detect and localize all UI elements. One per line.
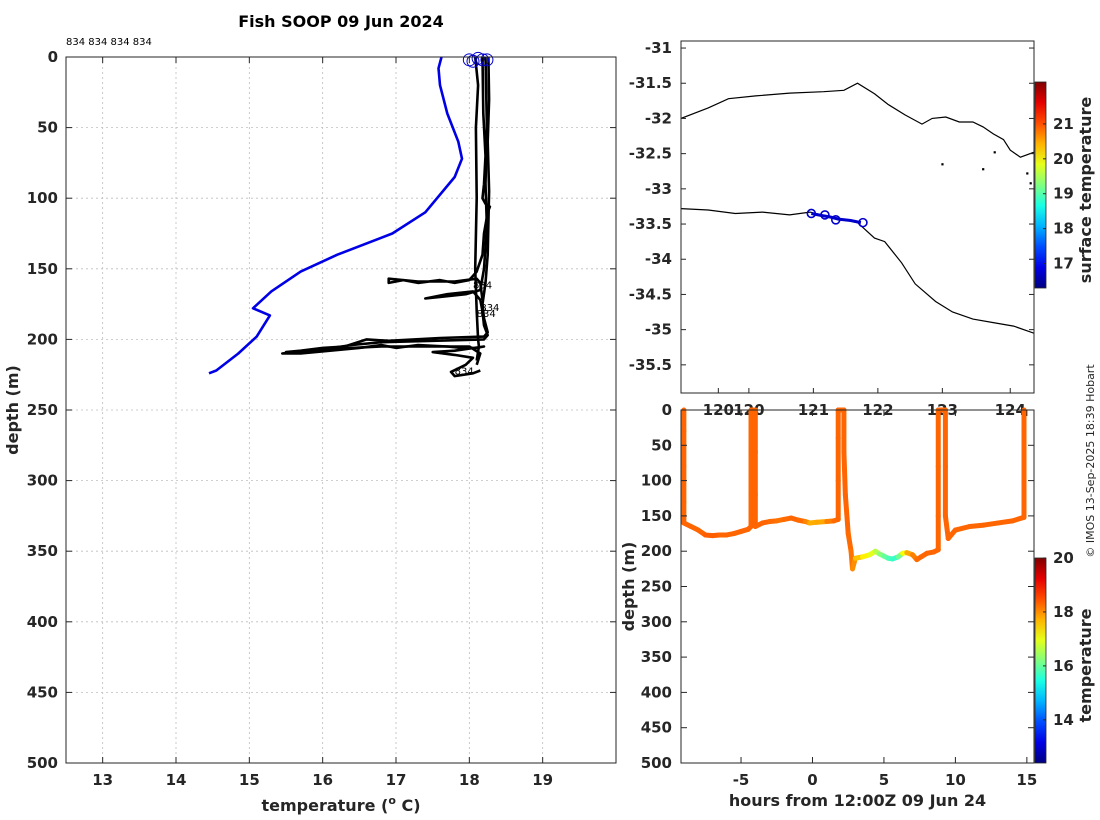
map-y-tick-label: -34.5 [629, 285, 672, 303]
ts-y-tick-label: 250 [641, 578, 672, 596]
ts-y-tick-label: 50 [651, 436, 672, 454]
x-tick-label: 17 [386, 771, 407, 789]
y-tick-label: 400 [27, 613, 58, 631]
profile-annotation: 834 [455, 367, 474, 378]
map-y-tick-label: -31 [645, 39, 672, 57]
profile-y-axis-label: depth (m) [3, 365, 22, 455]
x-tick-label: 13 [92, 771, 113, 789]
ts-y-tick-label: 300 [641, 613, 672, 631]
island [1026, 172, 1029, 175]
coastline-south [681, 208, 1034, 334]
colorbar-tick-label: 14 [1053, 711, 1074, 729]
profile-top-label: 834 834 834 834 [66, 37, 152, 48]
temperature-track-segment [942, 513, 951, 541]
surface-marker [480, 53, 494, 67]
map-y-tick-label: -32 [645, 109, 672, 127]
track-marker [858, 217, 868, 228]
profile-x-axis-label: temperature (o C) [261, 794, 420, 815]
ts-y-tick-label: 350 [641, 648, 672, 666]
island [993, 151, 996, 154]
island [941, 163, 944, 166]
colorbar-tick-label: 18 [1053, 603, 1074, 621]
temperature-track-segment [841, 449, 848, 498]
y-tick-label: 250 [27, 401, 58, 419]
x-tick-label: 19 [532, 771, 553, 789]
track-marker [820, 210, 830, 220]
temperature-track-segment [845, 531, 854, 554]
profile-annotation: 834 [480, 303, 499, 314]
y-tick-label: 50 [37, 119, 58, 137]
profile-line [387, 56, 492, 301]
colorbar-tick-label: 17 [1053, 255, 1074, 273]
ts-x-tick-label: 5 [879, 771, 889, 789]
map-y-tick-label: -33 [645, 180, 672, 198]
profile-annotation: 834 [477, 309, 496, 320]
map-y-tick-label: -34 [645, 250, 672, 268]
x-tick-label: 18 [459, 771, 480, 789]
climatology-line [208, 56, 464, 375]
y-tick-label: 350 [27, 542, 58, 560]
surface-marker [476, 53, 490, 67]
map-plot-area [681, 82, 1034, 334]
colorbar-tick-label: 16 [1053, 657, 1074, 675]
ts-x-tick-label: -5 [733, 771, 750, 789]
credit-stamp: © IMOS 13-Sep-2025 18:39 Hobart [1084, 364, 1097, 558]
timeseries-x-axis-label: hours from 12:00Z 09 Jun 24 [729, 791, 986, 810]
y-tick-label: 150 [27, 260, 58, 278]
map-y-tick-label: -31.5 [629, 74, 672, 92]
ts-x-tick-label: 10 [945, 771, 966, 789]
timeseries-panel: -5 0 5 10 15050100150200250300350400450500ho… [619, 401, 1095, 810]
profile-line [473, 56, 481, 361]
temperature-colorbar [1034, 557, 1047, 764]
island [1029, 182, 1032, 185]
map-y-tick-label: -35 [645, 321, 672, 339]
map-panel: -31 -31.5 -32 -32.5 -33 -33.5 -34 -34.5 -35 -35.5… [629, 39, 1095, 419]
ts-y-tick-label: 200 [641, 542, 672, 560]
y-tick-label: 300 [27, 472, 58, 490]
ts-y-tick-label: 500 [641, 754, 672, 772]
surface-temp-colorbar [1034, 81, 1047, 289]
colorbar-tick-label: 20 [1053, 549, 1074, 567]
map-y-tick-label: -32.5 [629, 145, 672, 163]
y-tick-label: 500 [27, 754, 58, 772]
colorbar-tick-label: 18 [1053, 220, 1074, 238]
ts-y-tick-label: 150 [641, 507, 672, 525]
colorbar-tick-label: 19 [1053, 185, 1074, 203]
surface-temp-colorbar-label: surface temperature [1076, 97, 1095, 284]
coastline-north [681, 82, 1034, 158]
y-tick-label: 200 [27, 330, 58, 348]
x-tick-label: 14 [166, 771, 187, 789]
ts-x-tick-label: 15 [1016, 771, 1037, 789]
timeseries-y-axis-label: depth (m) [619, 542, 638, 632]
map-y-tick-label: -35.5 [629, 356, 672, 374]
track-marker [806, 208, 817, 219]
y-tick-label: 450 [27, 683, 58, 701]
y-tick-label: 100 [27, 189, 58, 207]
y-tick-label: 0 [48, 48, 58, 66]
colorbar-tick-label: 20 [1053, 150, 1074, 168]
track-marker [830, 215, 841, 225]
temperature-track-segment [842, 492, 851, 537]
island [982, 168, 985, 171]
x-tick-label: 16 [312, 771, 333, 789]
ts-y-tick-label: 100 [641, 472, 672, 490]
x-tick-label: 15 [239, 771, 260, 789]
map-y-tick-label: -33.5 [629, 215, 672, 233]
map-axes-box [680, 40, 1035, 394]
ts-x-tick-label: 0 [807, 771, 817, 789]
profile-line [284, 56, 491, 366]
colorbar-tick-label: 21 [1053, 115, 1074, 133]
ts-y-tick-label: 450 [641, 719, 672, 737]
figure-title: Fish SOOP 09 Jun 2024 [238, 12, 444, 31]
profile-annotation: 834 [473, 281, 492, 292]
ts-y-tick-label: 400 [641, 683, 672, 701]
temperature-colorbar-label: temperature [1076, 608, 1095, 722]
ts-y-tick-label: 0 [662, 401, 672, 419]
